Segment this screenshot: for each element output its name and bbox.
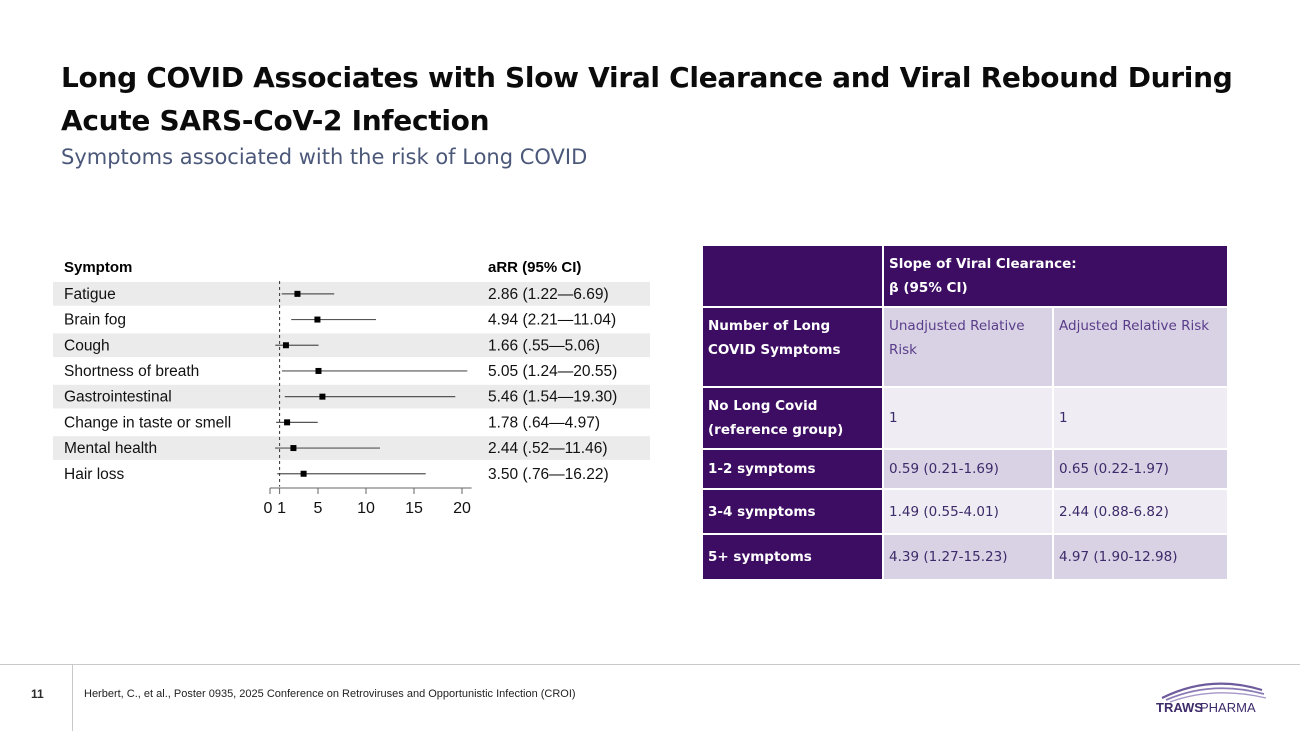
forest-point <box>315 367 322 374</box>
table-row-label: 3-4 symptoms <box>701 488 884 535</box>
forest-row-label: Fatigue <box>64 286 116 303</box>
table-cell-adjusted: 2.44 (0.88-6.82) <box>1051 488 1230 535</box>
page-number: 11 <box>31 687 44 701</box>
forest-axis-tick-label: 15 <box>405 500 423 517</box>
table-col-unadjusted: Unadjusted Relative Risk <box>882 306 1054 388</box>
table-corner-cell <box>701 244 884 308</box>
forest-row-label: Shortness of breath <box>64 363 199 380</box>
table-cell-unadjusted: 1.49 (0.55-4.01) <box>882 488 1054 535</box>
table-cell-unadjusted: 4.39 (1.27-15.23) <box>882 533 1054 581</box>
citation: Herbert, C., et al., Poster 0935, 2025 C… <box>84 688 576 700</box>
slide-subtitle: Symptoms associated with the risk of Lon… <box>61 145 588 169</box>
forest-row-label: Cough <box>64 337 110 354</box>
forest-point <box>319 393 326 400</box>
forest-axis-tick-label: 1 <box>277 500 286 517</box>
forest-estimate-label: 4.94 (2.21—11.04) <box>488 312 616 329</box>
traws-pharma-logo: TRAWS PHARMA <box>1156 682 1267 715</box>
table-cell-unadjusted: 1 <box>882 386 1054 450</box>
forest-row-label: Brain fog <box>64 312 126 329</box>
forest-axis-tick-label: 10 <box>357 500 375 517</box>
table-header-title: Slope of Viral Clearance: <box>889 256 1077 272</box>
column-header-symptom: Symptom <box>64 259 132 276</box>
forest-axis-tick-label: 20 <box>453 500 471 517</box>
forest-estimate-label: 3.50 (.76—16.22) <box>488 466 609 483</box>
forest-row-label: Mental health <box>64 440 157 457</box>
table-cell-adjusted: 1 <box>1051 386 1230 450</box>
table-row-label: No Long Covid (reference group) <box>701 386 884 450</box>
forest-row-label: Hair loss <box>64 466 125 483</box>
table-row: 5+ symptoms 4.39 (1.27-15.23) 4.97 (1.90… <box>701 533 1230 581</box>
forest-plot: Symptom aRR (95% CI) Fatigue 2.86 (1.22—6… <box>53 259 650 517</box>
table-header-beta: β (95% CI) <box>889 280 968 296</box>
svg-text:TRAWS: TRAWS <box>1156 700 1203 715</box>
forest-axis-tick-label: 0 <box>264 500 273 517</box>
forest-rows: Fatigue 2.86 (1.22—6.69) Brain fog 4.94 (2.… <box>64 286 617 483</box>
table-row: No Long Covid (reference group) 1 1 <box>701 386 1230 450</box>
slide-title: Long COVID Associates with Slow Viral Cl… <box>61 61 1233 137</box>
column-header-arr: aRR (95% CI) <box>488 259 581 276</box>
table-cell-unadjusted: 0.59 (0.21-1.69) <box>882 448 1054 490</box>
forest-x-axis: 0 1 5 10 15 20 <box>264 281 472 517</box>
table-header-slope: Slope of Viral Clearance: β (95% CI) <box>881 244 1230 308</box>
table-row-label: 5+ symptoms <box>701 533 884 581</box>
forest-row-label: Change in taste or smell <box>64 414 231 431</box>
table-col-adjusted: Adjusted Relative Risk <box>1051 306 1230 388</box>
forest-point <box>300 470 307 477</box>
forest-axis-tick-label: 5 <box>314 500 323 517</box>
forest-estimate-label: 2.44 (.52—11.46) <box>488 440 607 457</box>
forest-row-band <box>53 282 650 306</box>
forest-point <box>284 419 291 426</box>
forest-point <box>314 316 321 323</box>
forest-estimate-label: 5.46 (1.54—19.30) <box>488 389 617 406</box>
table-cell-adjusted: 4.97 (1.90-12.98) <box>1051 533 1230 581</box>
footer-divider <box>0 664 1300 665</box>
footer-vertical-divider <box>72 664 73 731</box>
table-cell-adjusted: 0.65 (0.22-1.97) <box>1051 448 1230 490</box>
forest-estimate-label: 2.86 (1.22—6.69) <box>488 286 609 303</box>
forest-point <box>294 290 301 297</box>
forest-estimate-label: 1.66 (.55—5.06) <box>488 337 600 354</box>
forest-point <box>290 445 297 452</box>
forest-row-band <box>53 333 650 358</box>
forest-estimate-label: 1.78 (.64—4.97) <box>488 414 600 431</box>
forest-row-label: Gastrointestinal <box>64 389 172 406</box>
forest-estimate-label: 5.05 (1.24—20.55) <box>488 363 617 380</box>
table-row: 1-2 symptoms 0.59 (0.21-1.69) 0.65 (0.22… <box>701 448 1230 490</box>
viral-clearance-table: Slope of Viral Clearance: β (95% CI) Num… <box>701 244 1230 581</box>
forest-point <box>282 342 289 349</box>
svg-text:PHARMA: PHARMA <box>1200 700 1256 715</box>
table-row-label-header: Number of Long COVID Symptoms <box>701 306 884 388</box>
table-row-label: 1-2 symptoms <box>701 448 884 490</box>
table-row: 3-4 symptoms 1.49 (0.55-4.01) 2.44 (0.88… <box>701 488 1230 535</box>
